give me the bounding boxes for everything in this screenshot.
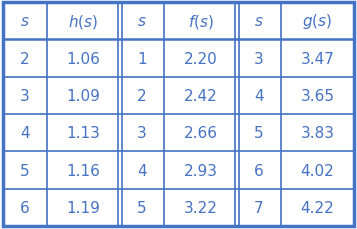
Text: 1.09: 1.09	[66, 88, 100, 103]
Text: 4.22: 4.22	[301, 200, 334, 215]
Text: 4: 4	[137, 163, 147, 178]
Text: 4: 4	[20, 126, 30, 141]
Text: 1.19: 1.19	[66, 200, 100, 215]
Text: $g(s)$: $g(s)$	[302, 12, 332, 31]
Text: 2.93: 2.93	[183, 163, 217, 178]
Text: $s$: $s$	[137, 14, 147, 29]
Text: 1.13: 1.13	[66, 126, 100, 141]
Text: 3: 3	[254, 51, 264, 66]
Text: $s$: $s$	[20, 14, 30, 29]
Text: 1: 1	[137, 51, 147, 66]
Text: 1.06: 1.06	[66, 51, 100, 66]
Text: 3.22: 3.22	[183, 200, 217, 215]
Text: 3.47: 3.47	[301, 51, 335, 66]
Text: 6: 6	[254, 163, 264, 178]
Text: 5: 5	[20, 163, 30, 178]
Text: 4.02: 4.02	[301, 163, 334, 178]
Text: 2.20: 2.20	[183, 51, 217, 66]
Text: 1.16: 1.16	[66, 163, 100, 178]
Text: 5: 5	[137, 200, 147, 215]
Text: 4: 4	[254, 88, 264, 103]
Text: 3: 3	[20, 88, 30, 103]
Text: $f(s)$: $f(s)$	[187, 13, 213, 30]
Text: 6: 6	[20, 200, 30, 215]
Text: 3.65: 3.65	[301, 88, 335, 103]
Text: 2: 2	[137, 88, 147, 103]
Text: 3.83: 3.83	[301, 126, 335, 141]
Text: 7: 7	[254, 200, 264, 215]
Text: $h(s)$: $h(s)$	[69, 13, 99, 30]
Text: $s$: $s$	[254, 14, 264, 29]
Text: 2.42: 2.42	[183, 88, 217, 103]
Text: 5: 5	[254, 126, 264, 141]
Text: 2.66: 2.66	[183, 126, 217, 141]
Text: 2: 2	[20, 51, 30, 66]
Text: 3: 3	[137, 126, 147, 141]
